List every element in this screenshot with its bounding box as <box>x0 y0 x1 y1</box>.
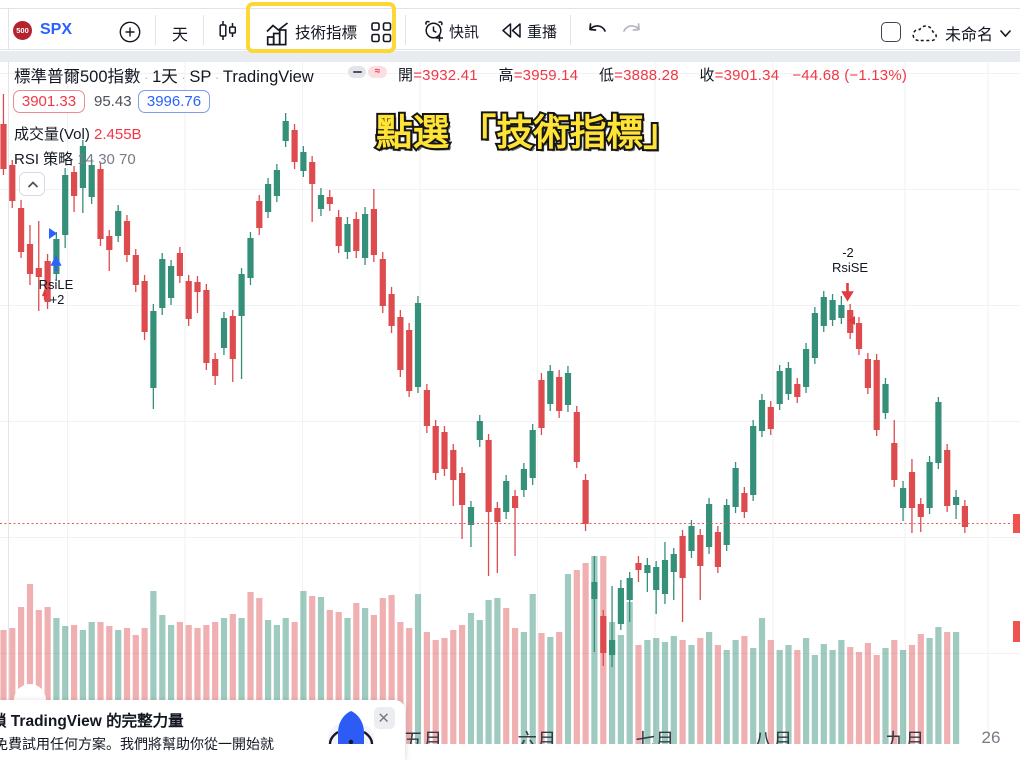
svg-text:九月: 九月 <box>885 730 924 744</box>
svg-text:26: 26 <box>982 728 1001 744</box>
svg-text:-2: -2 <box>842 245 854 260</box>
svg-text:RsiLE: RsiLE <box>39 277 74 292</box>
svg-text:RsiSE: RsiSE <box>832 260 868 275</box>
svg-text:+2: +2 <box>50 292 65 307</box>
svg-text:七月: 七月 <box>635 730 674 744</box>
svg-text:八月: 八月 <box>753 730 792 744</box>
svg-text:五月: 五月 <box>403 730 442 744</box>
svg-text:點選 「技術指標」: 點選 「技術指標」 <box>376 112 680 153</box>
svg-text:點選 「技術指標」: 點選 「技術指標」 <box>379 115 683 156</box>
svg-text:六月: 六月 <box>517 730 556 744</box>
